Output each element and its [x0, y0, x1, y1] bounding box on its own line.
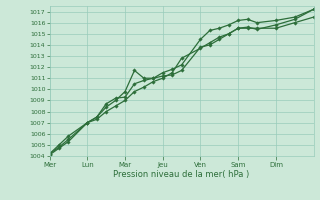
X-axis label: Pression niveau de la mer( hPa ): Pression niveau de la mer( hPa ): [114, 170, 250, 179]
